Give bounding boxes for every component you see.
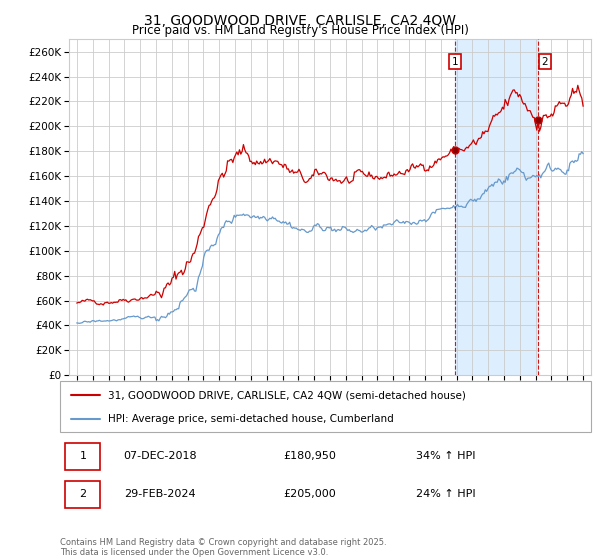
Text: 24% ↑ HPI: 24% ↑ HPI [416,489,475,499]
FancyBboxPatch shape [65,480,100,508]
Text: HPI: Average price, semi-detached house, Cumberland: HPI: Average price, semi-detached house,… [108,414,394,424]
Text: 31, GOODWOOD DRIVE, CARLISLE, CA2 4QW: 31, GOODWOOD DRIVE, CARLISLE, CA2 4QW [144,14,456,28]
Text: £205,000: £205,000 [283,489,336,499]
Text: 29-FEB-2024: 29-FEB-2024 [124,489,196,499]
Text: Contains HM Land Registry data © Crown copyright and database right 2025.
This d: Contains HM Land Registry data © Crown c… [60,538,386,557]
Bar [455,39,538,375]
Text: 1: 1 [79,451,86,461]
Text: 1: 1 [452,57,458,67]
Text: 31, GOODWOOD DRIVE, CARLISLE, CA2 4QW (semi-detached house): 31, GOODWOOD DRIVE, CARLISLE, CA2 4QW (s… [108,390,466,400]
Text: £180,950: £180,950 [283,451,336,461]
Text: 2: 2 [541,57,548,67]
Text: Price paid vs. HM Land Registry's House Price Index (HPI): Price paid vs. HM Land Registry's House … [131,24,469,37]
Text: 34% ↑ HPI: 34% ↑ HPI [416,451,475,461]
FancyBboxPatch shape [60,381,591,432]
Text: 07-DEC-2018: 07-DEC-2018 [124,451,197,461]
FancyBboxPatch shape [65,442,100,470]
Text: 2: 2 [79,489,86,499]
